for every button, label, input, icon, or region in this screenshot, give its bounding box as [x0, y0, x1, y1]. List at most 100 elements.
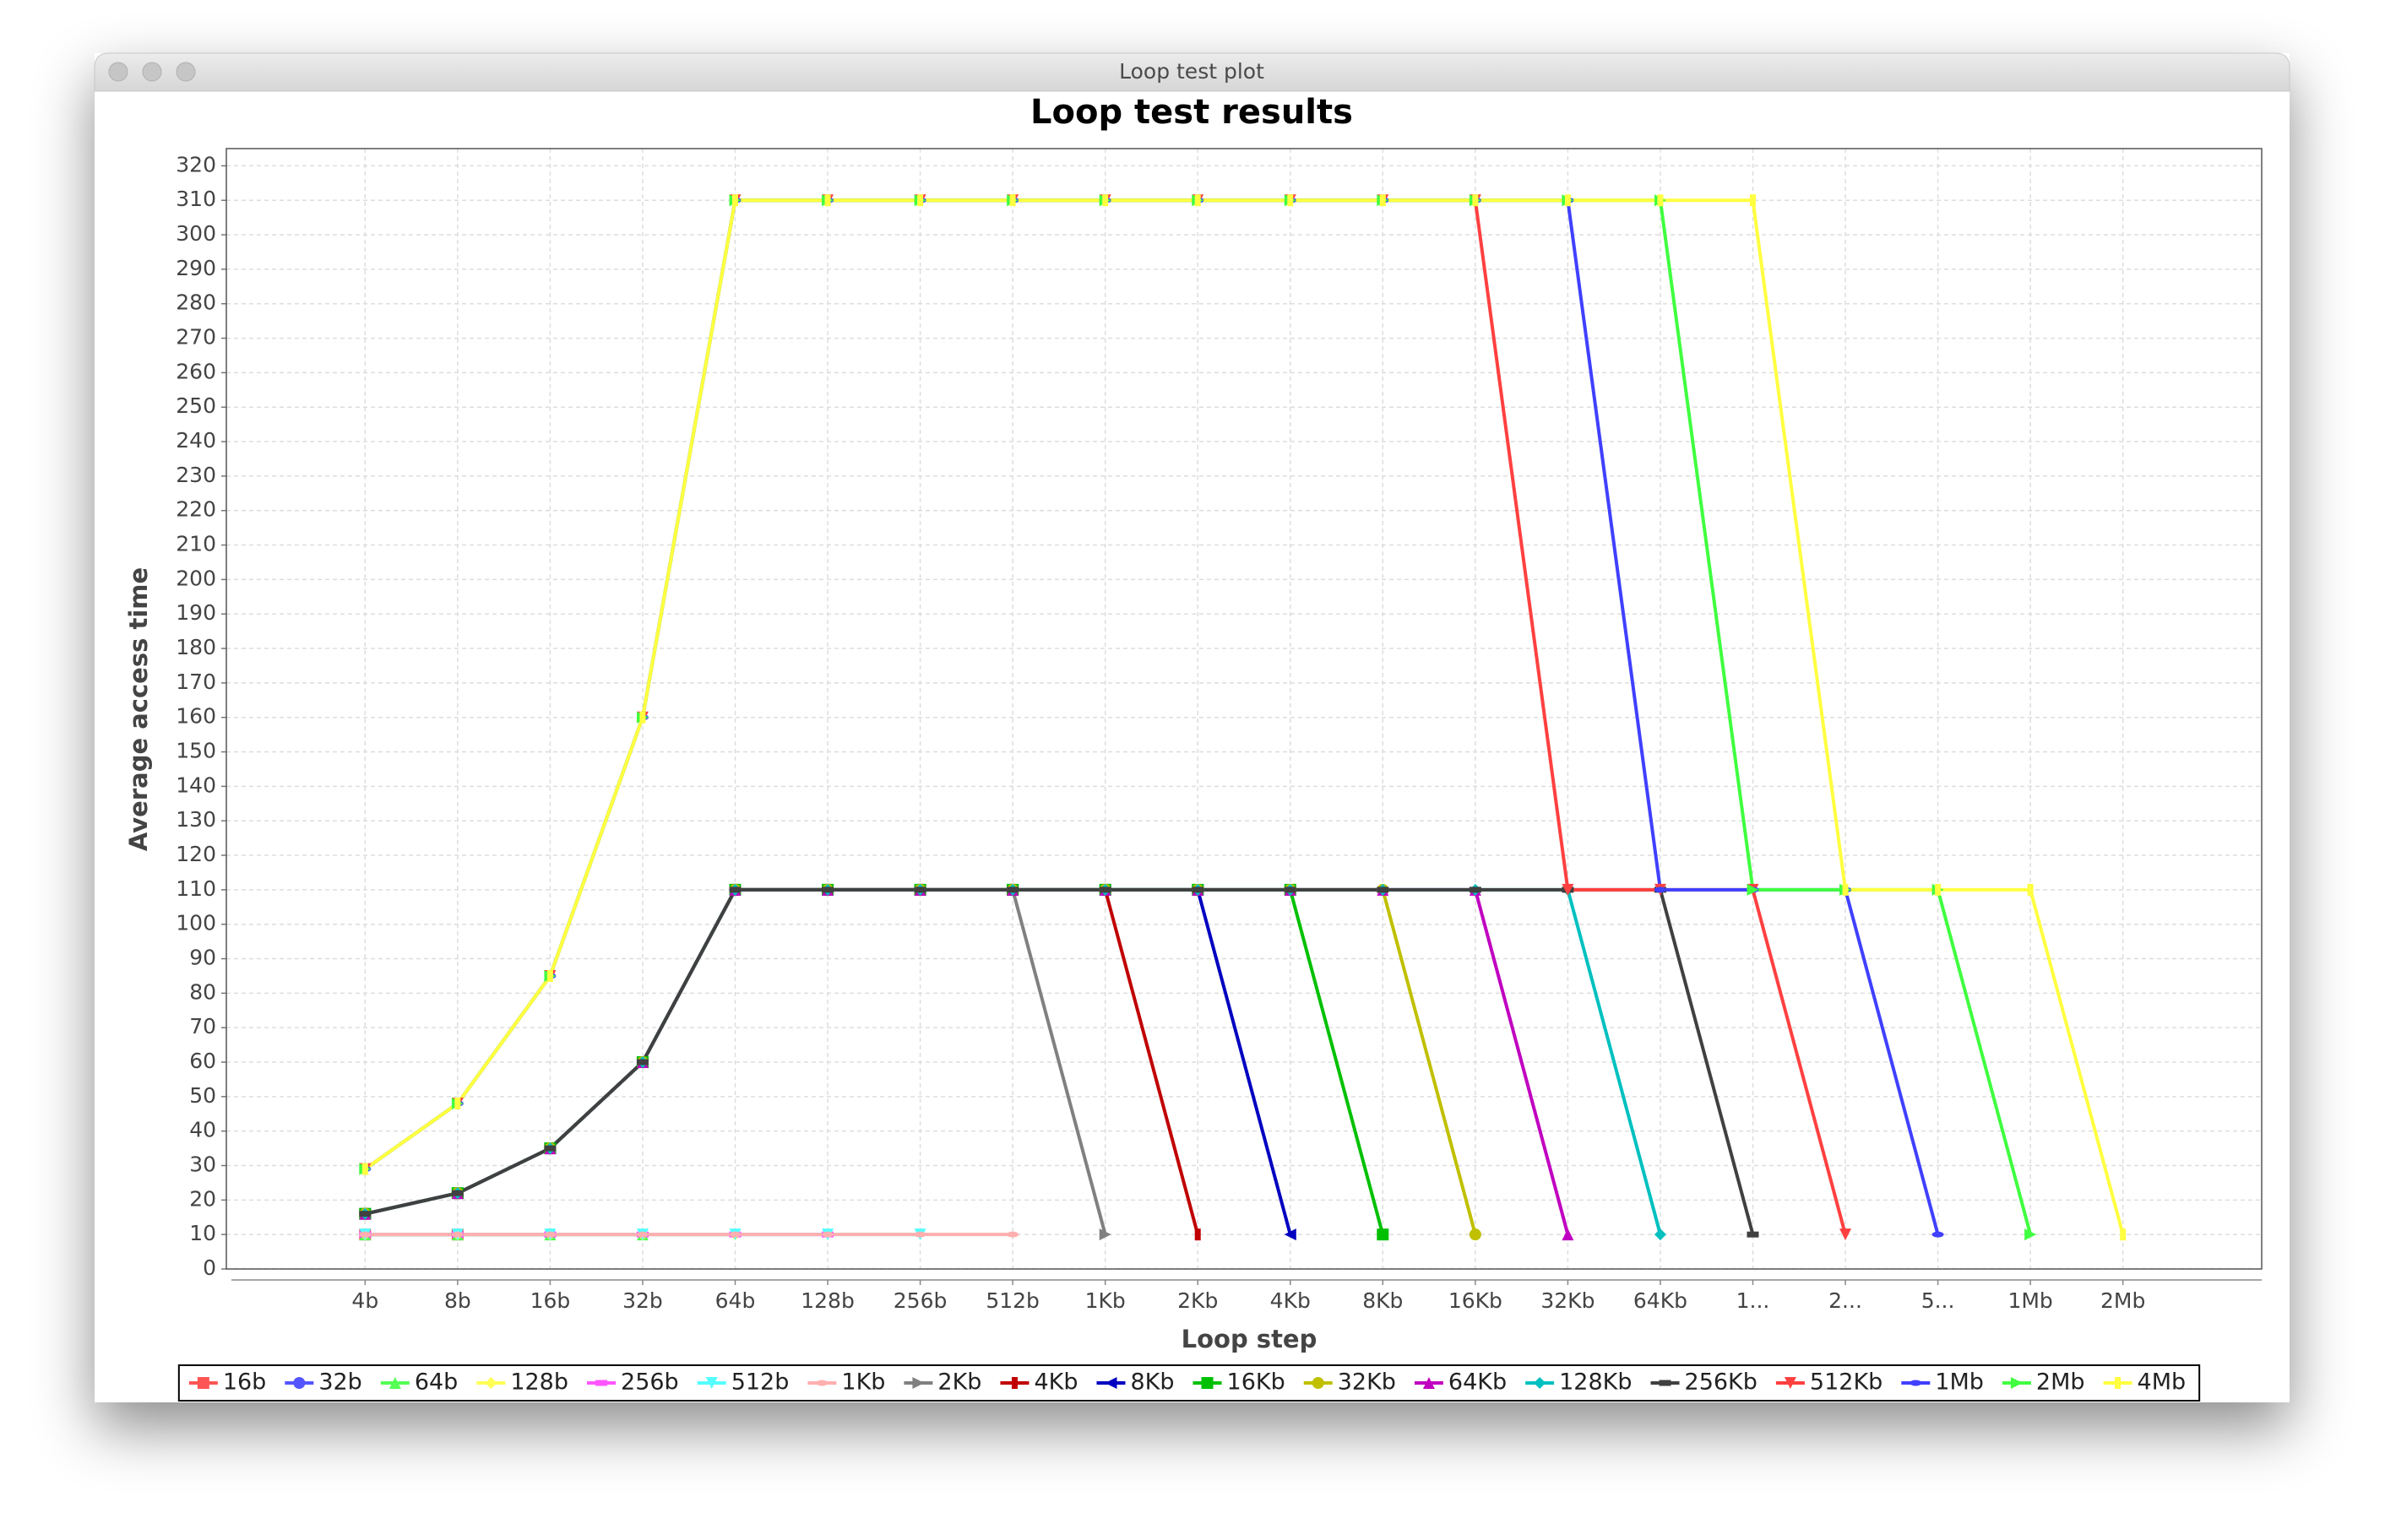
y-tick-label: 140	[176, 773, 216, 797]
window-title: Loop test plot	[1119, 59, 1264, 84]
y-tick-label: 240	[176, 428, 216, 453]
marker	[1747, 883, 1759, 896]
legend-item: 128Kb	[1525, 1369, 1633, 1396]
x-tick-label: 128b	[801, 1288, 855, 1313]
marker	[544, 1145, 557, 1152]
x-tick-label: 32Kb	[1540, 1288, 1595, 1313]
chart-title: Loop test results	[1030, 93, 1353, 132]
legend-box	[177, 1364, 2201, 1402]
marker	[1839, 1228, 1852, 1241]
marker	[1377, 1228, 1389, 1241]
legend-item: 1Kb	[807, 1369, 885, 1396]
marker	[1099, 1228, 1111, 1241]
legend-item: 16b	[188, 1369, 267, 1396]
marker	[822, 1231, 834, 1238]
marker	[1931, 1231, 1944, 1238]
zoom-button[interactable]	[176, 62, 196, 82]
marker	[361, 1163, 368, 1175]
marker	[1007, 887, 1019, 893]
marker	[197, 1377, 209, 1389]
y-tick-label: 10	[189, 1221, 216, 1245]
y-tick-label: 280	[176, 290, 216, 315]
marker	[1784, 1377, 1796, 1389]
marker	[1379, 194, 1386, 207]
marker	[1312, 1377, 1324, 1389]
y-tick-label: 210	[176, 532, 216, 556]
marker	[454, 1098, 461, 1110]
legend-item: 32b	[285, 1369, 362, 1396]
y-tick-label: 120	[176, 842, 216, 866]
marker	[595, 1380, 608, 1386]
minimize-button[interactable]	[142, 62, 162, 82]
legend-label: 256b	[621, 1369, 679, 1396]
marker	[1562, 1228, 1574, 1241]
marker	[822, 887, 834, 893]
legend-item: 4Kb	[1000, 1369, 1078, 1396]
y-tick-label: 190	[176, 600, 216, 625]
close-button[interactable]	[108, 62, 128, 82]
legend-label: 64b	[415, 1369, 459, 1396]
x-tick-label: 16Kb	[1448, 1288, 1502, 1313]
marker	[1011, 1377, 1018, 1389]
marker	[1469, 887, 1481, 893]
marker	[1564, 194, 1571, 207]
y-tick-label: 290	[176, 256, 216, 280]
marker	[1562, 883, 1574, 896]
marker	[1657, 194, 1664, 207]
marker	[1654, 887, 1666, 893]
legend-item: 64Kb	[1414, 1369, 1507, 1396]
marker	[705, 1377, 718, 1389]
legend-label: 128b	[510, 1369, 568, 1396]
marker	[636, 1231, 649, 1238]
x-tick-label: 64b	[715, 1288, 756, 1313]
legend-label: 32Kb	[1338, 1369, 1396, 1396]
marker	[2115, 1377, 2122, 1389]
marker	[1842, 883, 1849, 896]
legend-label: 4Kb	[1034, 1369, 1078, 1396]
legend-item: 2Kb	[904, 1369, 981, 1396]
x-tick-label: 8Kb	[1362, 1288, 1403, 1313]
plot-border	[225, 148, 2263, 1270]
legend-item: 2Mb	[2002, 1369, 2085, 1396]
marker	[544, 1231, 557, 1238]
marker	[546, 969, 553, 982]
marker	[914, 1231, 926, 1238]
legend-label: 16Kb	[1227, 1369, 1285, 1396]
y-tick-label: 110	[176, 876, 216, 901]
marker	[359, 1231, 372, 1238]
y-tick-label: 130	[176, 807, 216, 832]
marker	[912, 1377, 925, 1389]
marker	[914, 887, 926, 893]
legend-item: 4Mb	[2103, 1369, 2187, 1396]
marker	[1105, 1377, 1117, 1389]
legend-item: 8Kb	[1096, 1369, 1175, 1396]
series-line	[364, 887, 1755, 1235]
legend-label: 16b	[223, 1369, 267, 1396]
legend-item: 32Kb	[1303, 1369, 1396, 1396]
x-tick-label: 256b	[894, 1288, 948, 1313]
y-tick-label: 320	[176, 152, 216, 176]
x-tick-label: 512b	[986, 1288, 1040, 1313]
legend-label: 1Kb	[841, 1369, 885, 1396]
y-axis-label: Average access time	[124, 567, 153, 851]
legend-item: 64b	[380, 1369, 459, 1396]
y-tick-label: 260	[176, 359, 216, 383]
y-tick-label: 90	[189, 946, 216, 970]
legend-item: 16Kb	[1192, 1369, 1285, 1396]
marker	[1099, 887, 1111, 893]
marker	[1659, 1380, 1671, 1386]
legend-label: 4Mb	[2138, 1369, 2187, 1396]
y-tick-label: 60	[189, 1049, 216, 1073]
marker	[1534, 1377, 1546, 1389]
marker	[729, 887, 742, 893]
marker	[1747, 1231, 1759, 1238]
marker	[485, 1377, 497, 1389]
legend-label: 64Kb	[1448, 1369, 1507, 1396]
title-bar	[94, 52, 2290, 92]
marker	[639, 711, 646, 724]
marker	[1472, 194, 1479, 207]
y-tick-label: 160	[176, 704, 216, 729]
marker	[451, 1231, 464, 1238]
marker	[917, 194, 924, 207]
legend-item: 512b	[697, 1369, 789, 1396]
